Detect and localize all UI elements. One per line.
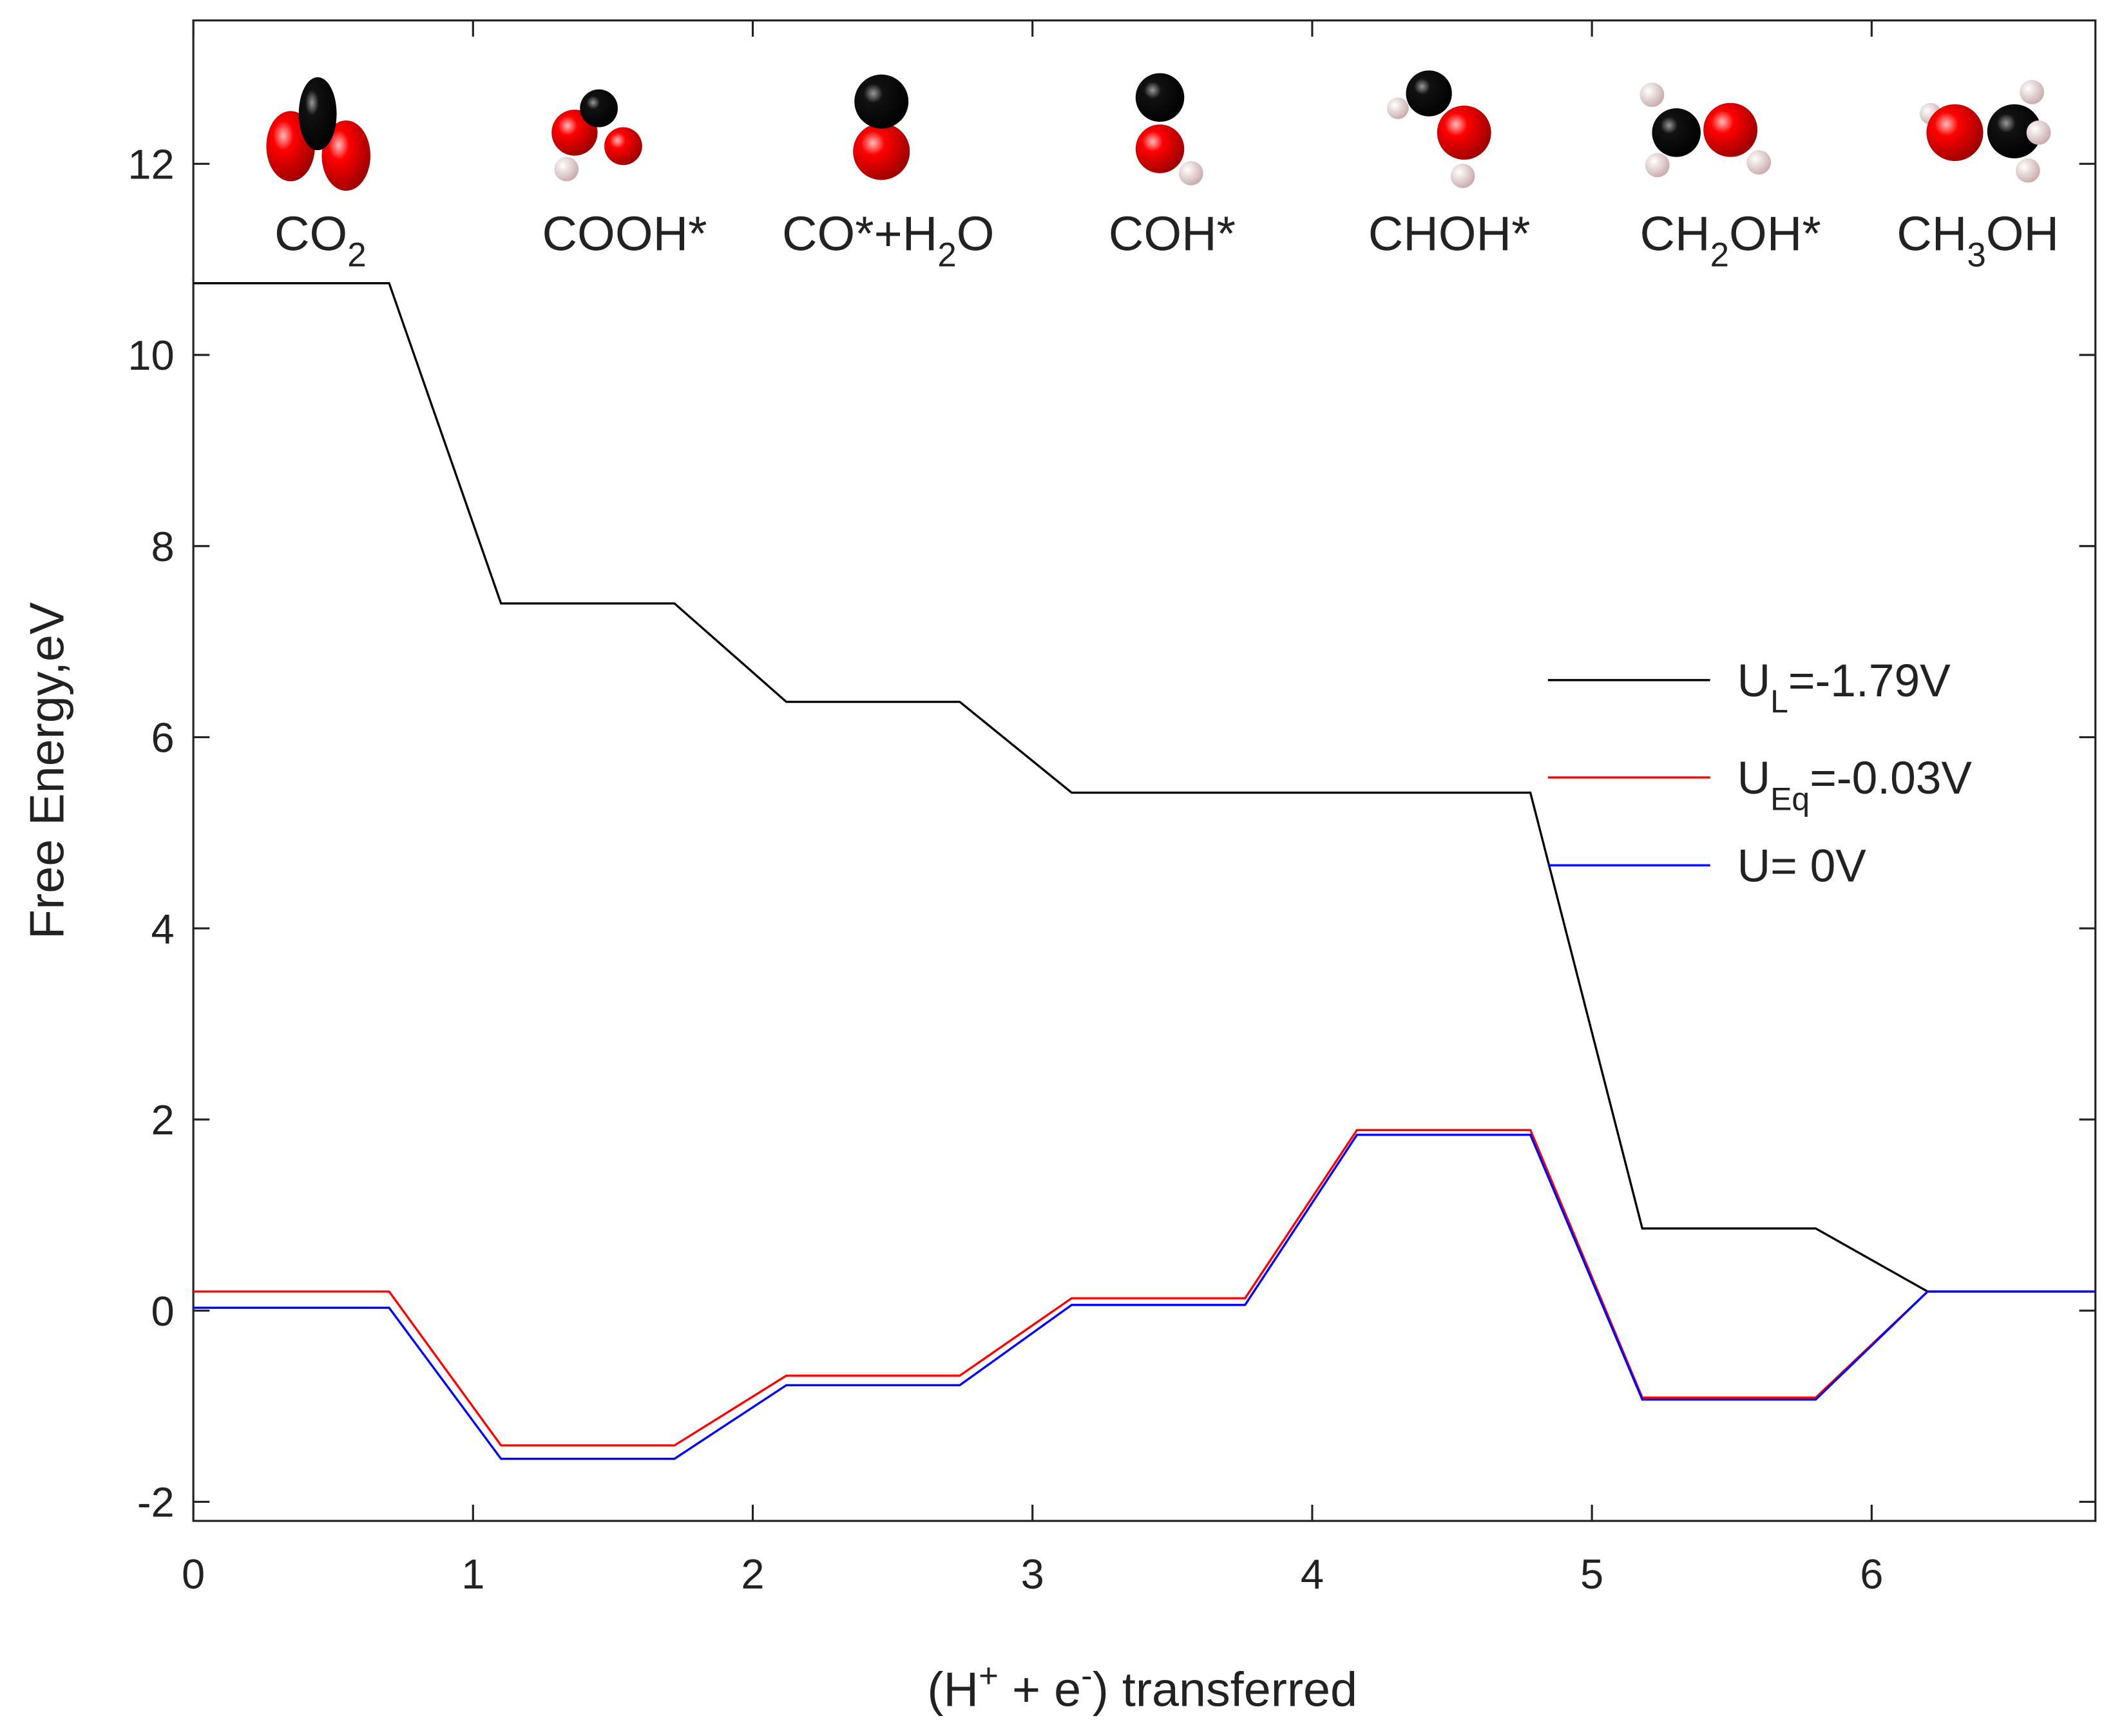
y-tick-label: 4 [151, 905, 175, 952]
text-part: COOH* [542, 207, 707, 261]
text-part: 2 [347, 236, 366, 274]
text-part: U= 0V [1737, 840, 1867, 892]
y-tick-label: 6 [151, 714, 175, 761]
text-part: U [1737, 655, 1771, 707]
y-axis-label: Free Energy,eV [21, 602, 75, 939]
text-part: - [1081, 1657, 1093, 1695]
text-part: CH [1897, 207, 1967, 261]
y-tick-label: 8 [151, 523, 175, 570]
text-part: COH* [1109, 207, 1236, 261]
series-line [193, 282, 2096, 1293]
species-label: COOH* [542, 207, 707, 261]
text-part: =-0.03V [1810, 752, 1972, 804]
series-line [193, 1129, 2096, 1447]
legend-label: UL=-1.79V [1737, 655, 1951, 720]
x-tick-label: 6 [1860, 1550, 1883, 1598]
species-label: CH2OH* [1640, 207, 1821, 274]
species-label: COH* [1109, 207, 1236, 261]
text-part: CH [1640, 207, 1710, 261]
text-part: CHOH* [1368, 207, 1531, 261]
text-part: OH [1986, 207, 2059, 261]
text-part: + [979, 1657, 999, 1695]
legend-label: UEq=-0.03V [1737, 752, 1973, 817]
text-part: ) transferred [1093, 1663, 1357, 1717]
species-label: CO2 [274, 207, 367, 274]
text-part: U [1737, 752, 1771, 804]
text-part: (H [927, 1663, 979, 1717]
y-tick-label: 10 [128, 332, 174, 379]
y-tick-label: -2 [137, 1478, 175, 1525]
x-tick-label: 2 [741, 1550, 764, 1598]
text-part: L [1770, 683, 1788, 720]
text-part: OH* [1729, 207, 1821, 261]
species-label: CH3OH [1897, 207, 2059, 274]
x-tick-label: 1 [461, 1550, 484, 1598]
series-line [193, 1134, 2096, 1460]
x-axis-label: (H+ + e-) transferred [927, 1657, 1357, 1717]
y-tick-label: 2 [151, 1096, 175, 1143]
molecule-icons [266, 70, 2051, 191]
x-tick-label: 3 [1021, 1550, 1044, 1598]
text-part: CO [274, 207, 347, 261]
text-part: 2 [1710, 236, 1729, 274]
species-label: CHOH* [1368, 207, 1531, 261]
x-tick-label: 5 [1580, 1550, 1603, 1598]
text-part: CO*+H [782, 207, 937, 261]
text-part: O [957, 207, 995, 261]
text-part: Eq [1770, 781, 1810, 817]
plot-frame [192, 19, 2097, 1522]
y-tick-label: 12 [128, 140, 174, 187]
legend-label: U= 0V [1737, 840, 1867, 892]
y-tick-label: 0 [151, 1288, 175, 1335]
species-label: CO*+H2O [782, 207, 995, 274]
text-part: + e [999, 1663, 1081, 1717]
x-tick-label: 0 [182, 1550, 205, 1598]
text-part: =-1.79V [1788, 655, 1951, 707]
text-part: 3 [1967, 236, 1985, 274]
x-tick-label: 4 [1301, 1550, 1324, 1598]
text-part: 2 [937, 236, 956, 274]
